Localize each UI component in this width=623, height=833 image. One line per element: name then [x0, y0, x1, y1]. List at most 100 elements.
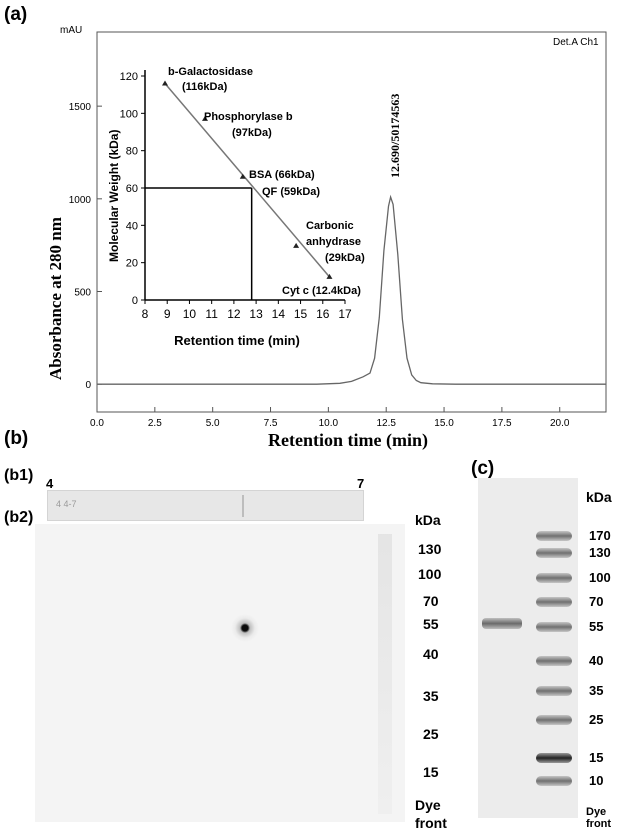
c-ladder-label: 170 [589, 528, 611, 543]
c-ladder-label: 35 [589, 683, 604, 698]
marker-label-bsa: BSA (66kDa) [249, 169, 315, 181]
inset-y-tick-label: 0 [132, 295, 138, 307]
marker-label-galactosidase-2: (116kDa) [182, 81, 228, 93]
inset-guide-lines [145, 187, 253, 300]
inset-x-ticks: 8 9 10 11 12 13 14 15 16 17 [142, 300, 352, 321]
c-dye-line1: Dye [586, 806, 607, 818]
inset-y-tick-label: 100 [120, 108, 138, 120]
main-y-tick-label: 500 [74, 288, 91, 299]
inset-x-tick-label: 12 [227, 307, 241, 321]
c-ladder-label: 40 [589, 653, 604, 668]
inset-y-tick-label: 40 [126, 220, 138, 232]
strip-mark [242, 495, 244, 517]
main-x-tick-label: 17.5 [492, 418, 512, 429]
chromatogram-trace [97, 194, 606, 385]
marker-label-cytc: Cyt c (12.4kDa) [282, 285, 361, 297]
main-x-tick-label: 10.0 [319, 418, 339, 429]
inset-x-tick-label: 9 [164, 307, 171, 321]
main-y-axis-label: Absorbance at 280 nm [46, 217, 65, 380]
c-kda-title: kDa [586, 489, 612, 505]
b2-ladder-35: 35 [423, 688, 439, 704]
inset-fit-line [164, 82, 331, 278]
gel-ladder-band [536, 656, 572, 666]
panel-a-label: (a) [4, 4, 28, 25]
marker-label-carbonic-1: Carbonic [306, 220, 354, 232]
inset-x-tick-label: 14 [272, 307, 286, 321]
gel-ladder-band [536, 776, 572, 786]
inset-y-tick-label: 120 [120, 71, 138, 83]
main-x-tick-label: 5.0 [206, 418, 220, 429]
qf-gel-band [482, 618, 522, 629]
inset-y-axis-label: Molecular Weight (kDa) [107, 130, 121, 262]
inset-y-tick-label: 20 [126, 258, 138, 270]
c-ladder-label: 15 [589, 750, 604, 765]
inset-x-axis-label: Retention time (min) [174, 333, 300, 348]
inset-x-tick-label: 15 [294, 307, 308, 321]
inset-x-tick-label: 13 [249, 307, 263, 321]
main-y-tick-label: 0 [85, 380, 91, 391]
calibration-point [202, 115, 208, 121]
qf-blot-spot [231, 614, 259, 642]
sds-page-gel [478, 478, 578, 818]
c-ladder-label: 130 [589, 545, 611, 560]
gel-ladder-band [536, 597, 572, 607]
c-ladder-label: 100 [589, 570, 611, 585]
chromatogram-frame [96, 31, 607, 413]
lane-end-number: 7 [357, 476, 365, 491]
gel-ladder-band [536, 753, 572, 763]
gel-ladder-band [536, 531, 572, 541]
calibration-point [239, 173, 246, 179]
inset-x-tick-label: 17 [338, 307, 352, 321]
b2-dye-line1: Dye [415, 797, 441, 813]
inset-y-tick-label: 80 [126, 146, 138, 158]
y-unit-label: mAU [60, 25, 82, 36]
peak-annotation: 12.690/50174563 [388, 94, 402, 178]
inset-y-ticks: 0 20 40 60 80 100 120 [120, 71, 145, 307]
c-ladder-label: 70 [589, 594, 604, 609]
main-x-tick-label: 20.0 [550, 418, 570, 429]
calibration-point [326, 273, 333, 279]
marker-label-carbonic-3: (29kDa) [325, 252, 365, 264]
c-ladder-label: 25 [589, 712, 604, 727]
chromatogram-figure: mAU Det.A Ch1 Absorbance at 280 nm Reten… [46, 25, 607, 451]
gel-ladder-band [536, 686, 572, 696]
calibration-point [293, 242, 300, 248]
inset-x-tick-label: 16 [316, 307, 330, 321]
marker-label-qf: QF (59kDa) [262, 186, 320, 198]
inset-y-tick-label: 60 [126, 183, 138, 195]
main-x-axis-label: Retention time (min) [268, 430, 428, 451]
main-x-tick-label: 7.5 [264, 418, 278, 429]
marker-label-galactosidase-1: b-Galactosidase [168, 66, 253, 78]
main-x-tick-label: 2.5 [148, 418, 162, 429]
main-x-tick-label: 15.0 [434, 418, 454, 429]
panel-b2-label: (b2) [4, 509, 34, 526]
b2-ladder-25: 25 [423, 726, 439, 742]
main-y-tick-label: 1500 [69, 102, 92, 113]
gel-ladder-band [536, 622, 572, 632]
b2-ladder-15: 15 [423, 764, 439, 780]
gel-ladder-lane [536, 478, 572, 818]
b2-ladder-100: 100 [418, 566, 442, 582]
b2-ladder-55: 55 [423, 616, 439, 632]
calibration-point [162, 80, 168, 86]
panel-c-label: (c) [471, 458, 495, 479]
calibration-fit [164, 82, 331, 278]
c-dye-front: Dye front [586, 806, 611, 830]
inset-x-tick-label: 10 [183, 307, 197, 321]
b2-kda-title: kDa [415, 512, 441, 528]
c-ladder-label: 55 [589, 619, 604, 634]
b2-ladder-130: 130 [418, 541, 442, 557]
b2-dye-line2: front [415, 815, 447, 831]
b2-ladder-70: 70 [423, 593, 439, 609]
gel-ladder-band [536, 548, 572, 558]
main-y-tick-label: 1000 [69, 195, 92, 206]
inset-x-tick-label: 8 [142, 307, 149, 321]
inset-x-tick-label: 11 [205, 307, 218, 321]
panel-b-label: (b) [4, 428, 29, 449]
lane-start-number: 4 [46, 476, 54, 491]
marker-label-phosphorylase-1: Phosphorylase b [204, 111, 293, 123]
main-x-tick-label: 12.5 [376, 418, 396, 429]
ladder-lane-b2 [378, 534, 392, 814]
chromatogram-line [97, 194, 606, 385]
calibration-inset: 8 9 10 11 12 13 14 15 16 17 0 20 40 60 80 100 120 Molec… [107, 66, 365, 348]
